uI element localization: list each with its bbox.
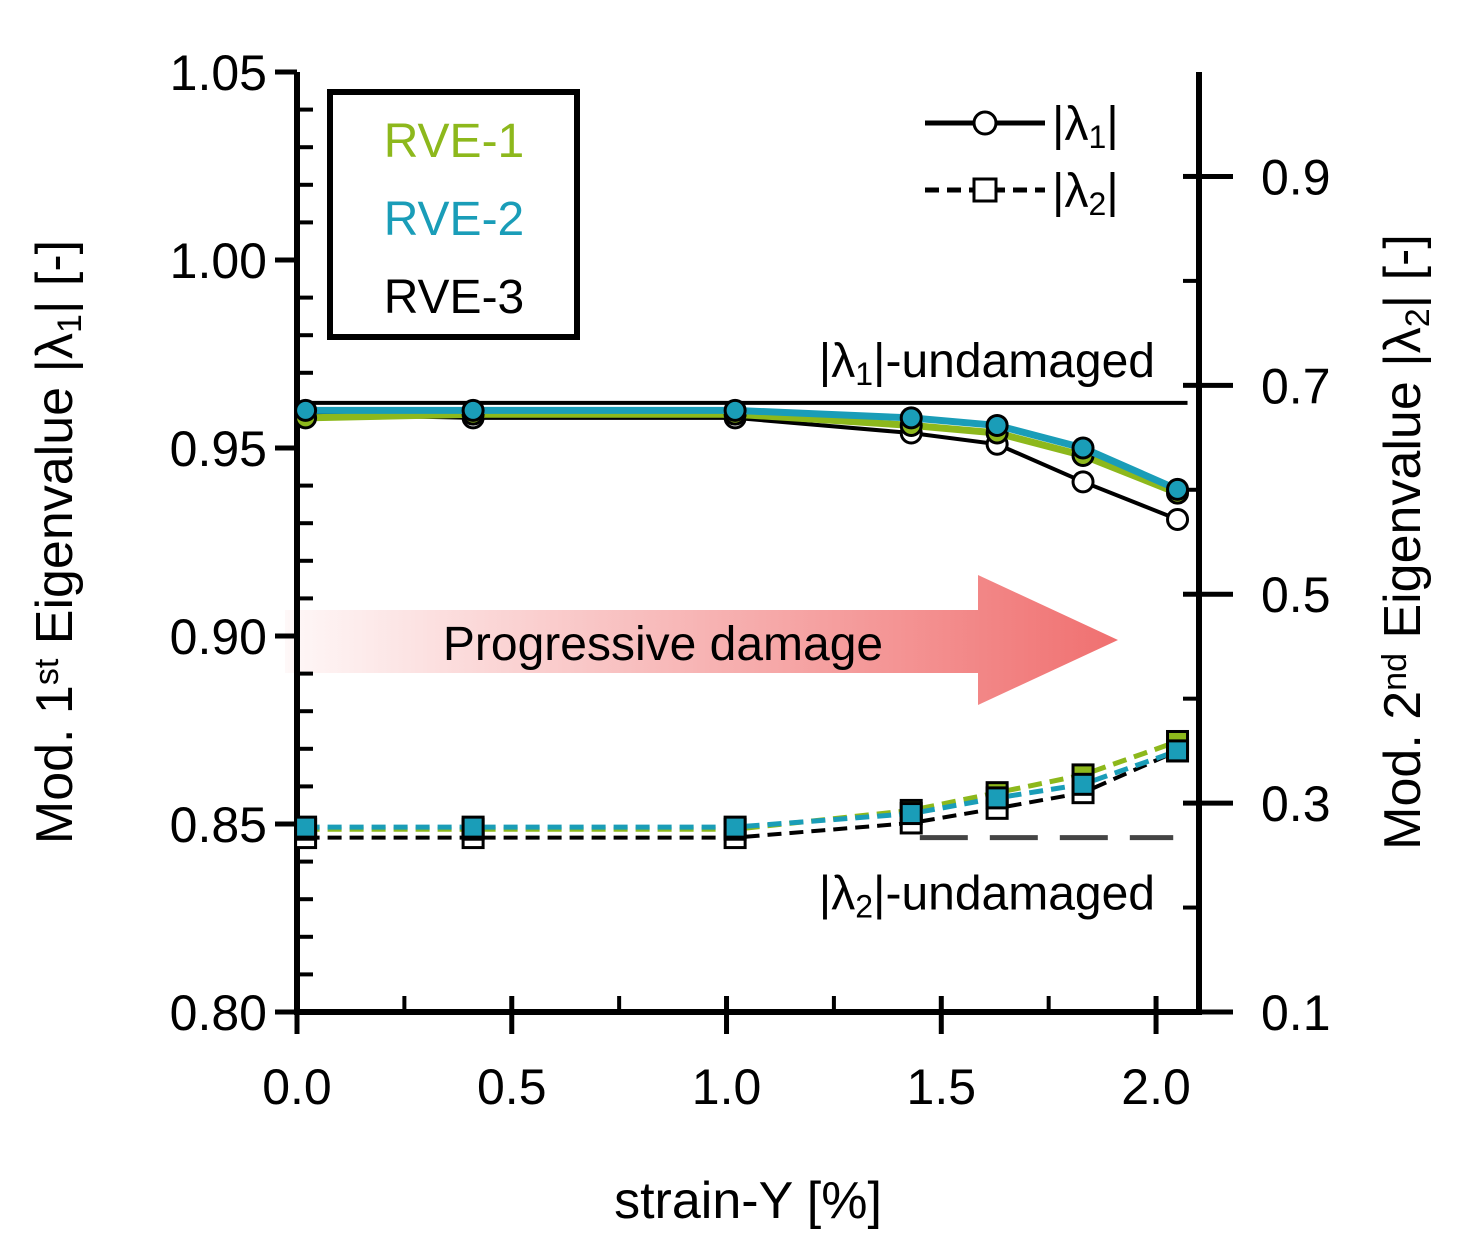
RVE-2-lambda2-point (294, 815, 318, 839)
progressive-damage-arrow (285, 575, 1118, 705)
y-left-axis-title-suffix: | [-] (26, 240, 84, 314)
lambda2-undamaged-label: |λ2|-undamaged (819, 868, 1155, 925)
RVE-2-lambda1-point (723, 398, 747, 422)
y-left-tick-label: 1.00 (170, 233, 267, 289)
y-right-tick-label: 0.3 (1261, 776, 1331, 832)
y-right-tick-label: 0.7 (1261, 358, 1331, 414)
y-left-axis-title-mid: Eigenvalue |λ (26, 333, 84, 659)
RVE-2-lambda1-point (1166, 477, 1190, 501)
y-left-tick-label: 1.05 (170, 45, 267, 101)
legend-lambda1-label-sub: 1 (1088, 119, 1106, 155)
y-right-axis-title-prefix: Mod. 2 (1374, 691, 1432, 850)
RVE-2-lambda2-point (723, 815, 747, 839)
y-left-axis-title: Mod. 1st Eigenvalue |λ1| [-] (26, 240, 89, 844)
legend-lambda2-label: |λ2| (1052, 165, 1119, 222)
lambda1-undamaged-label-pre: |λ (819, 335, 855, 388)
y-right-axis-title-suffix: | [-] (1374, 234, 1432, 308)
legend-lambda1-marker (972, 110, 998, 136)
RVE-3-lambda1-point (1071, 470, 1095, 494)
x-axis-title: strain-Y [%] (614, 1172, 882, 1230)
y-right-axis-title-mid: Eigenvalue |λ (1374, 327, 1432, 653)
legend-entry-RVE-3: RVE-3 (384, 271, 525, 324)
legend-lambda1-label-post: | (1106, 98, 1118, 151)
y-right-tick-label: 0.1 (1261, 985, 1331, 1041)
legend-entry-RVE-2: RVE-2 (384, 193, 525, 246)
RVE-2-lambda1-point (461, 398, 485, 422)
lambda1-undamaged-label-sub: 1 (855, 356, 873, 392)
y-right-tick-label: 0.5 (1261, 567, 1331, 623)
legend-lambda2-label-post: | (1106, 165, 1118, 218)
RVE-3-lambda1-line (305, 412, 1179, 522)
y-left-tick-label: 0.80 (170, 985, 267, 1041)
RVE-2-lambda2-point (1166, 739, 1190, 763)
RVE-2-lambda1-point (1071, 436, 1095, 460)
y-left-tick-label: 0.90 (170, 609, 267, 665)
lambda1-undamaged-label-post: |-undamaged (873, 335, 1155, 388)
lambda1-undamaged-label: |λ1|-undamaged (819, 335, 1155, 392)
lambda2-undamaged-label-post: |-undamaged (873, 868, 1155, 921)
x-tick-label: 2.0 (1121, 1059, 1191, 1115)
y-left-axis-title-sup: st (28, 658, 66, 685)
y-right-axis-title-sub: 2 (1399, 308, 1437, 327)
RVE-2-lambda2-point (985, 786, 1009, 810)
RVE-2-lambda2-point (461, 815, 485, 839)
RVE-2-lambda2-point (1071, 772, 1095, 796)
x-tick-label: 1.0 (692, 1059, 762, 1115)
y-left-tick-label: 0.85 (170, 797, 267, 853)
x-tick-label: 1.5 (907, 1059, 977, 1115)
x-tick-label: 0.0 (262, 1059, 332, 1115)
y-right-tick-label: 0.9 (1261, 149, 1331, 205)
series-legend-box (327, 89, 580, 340)
RVE-2-lambda2-point (899, 802, 923, 826)
RVE-2-lambda1-point (294, 398, 318, 422)
legend-lambda2-label-sub: 2 (1088, 186, 1106, 222)
y-right-axis-title-sup: nd (1376, 653, 1414, 691)
RVE-2-lambda1-point (985, 413, 1009, 437)
legend-lambda1-label-pre: |λ (1052, 98, 1088, 151)
progressive-damage-label: Progressive damage (443, 618, 883, 671)
y-left-tick-label: 0.95 (170, 421, 267, 477)
legend-lambda1-label: |λ1| (1052, 98, 1119, 155)
y-left-axis-title-prefix: Mod. 1 (26, 685, 84, 844)
legend-entry-RVE-1: RVE-1 (384, 115, 525, 168)
RVE-3-lambda1-point (1166, 507, 1190, 531)
y-right-axis-title: Mod. 2nd Eigenvalue |λ2| [-] (1374, 234, 1437, 850)
x-tick-label: 0.5 (477, 1059, 547, 1115)
RVE-2-lambda1-point (899, 406, 923, 430)
lambda2-undamaged-label-pre: |λ (819, 868, 855, 921)
legend-lambda2-marker (972, 177, 998, 203)
lambda2-undamaged-label-sub: 2 (855, 889, 873, 925)
y-left-axis-title-sub: 1 (51, 314, 89, 333)
legend-lambda2-label-pre: |λ (1052, 165, 1088, 218)
